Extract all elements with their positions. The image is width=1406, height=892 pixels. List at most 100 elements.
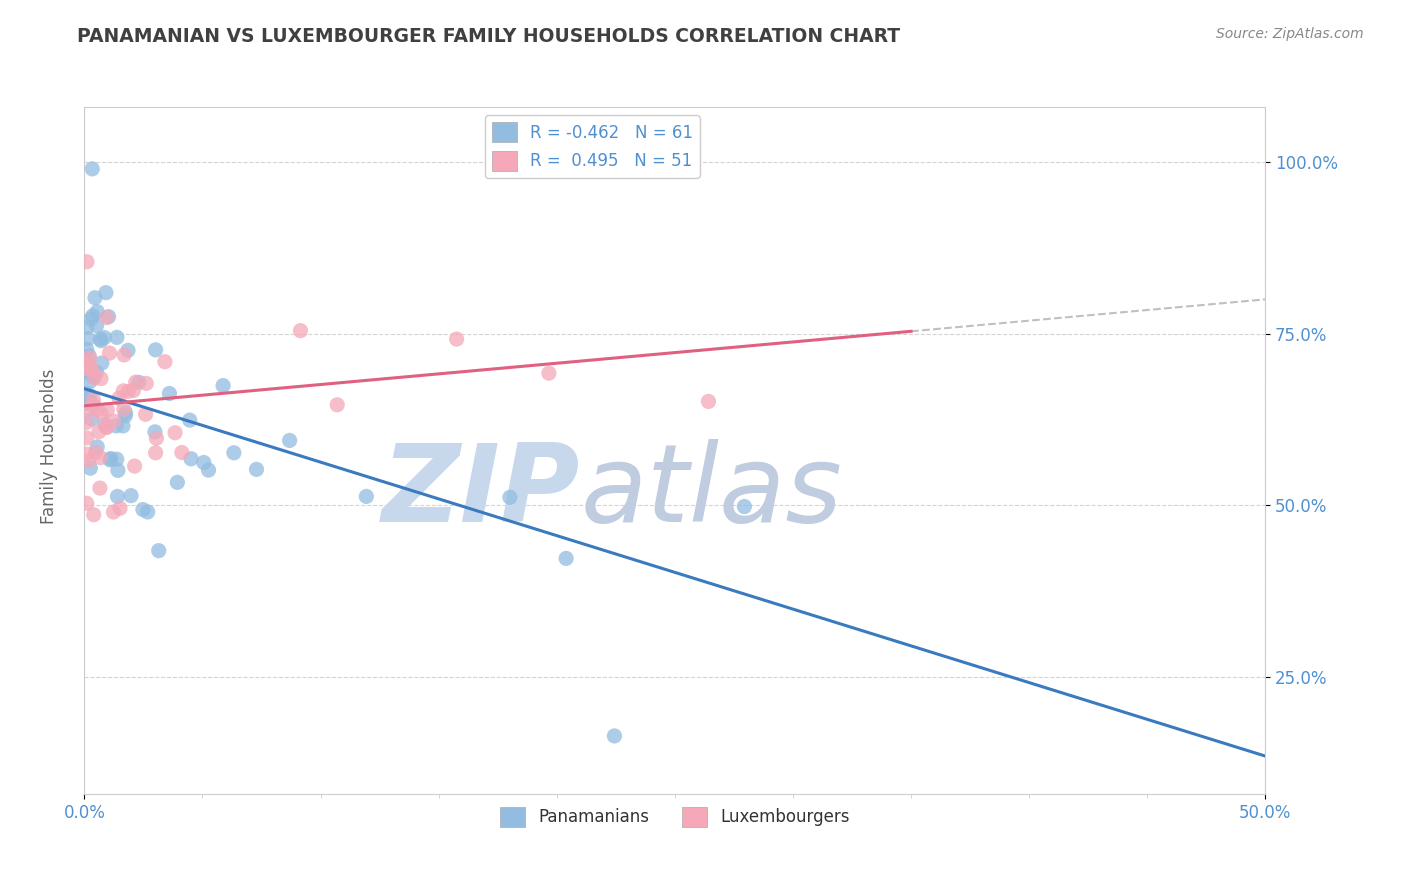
Point [135,407,157,421]
Point [89,450,111,465]
Point [76,361,98,376]
Point [112,402,135,417]
Point [76,343,98,357]
Point [212,378,235,392]
Point [76,396,98,410]
Point [103,505,125,519]
Point [278,434,301,448]
Point [83,370,105,384]
Point [105,330,128,344]
Point [76,320,98,334]
Point [82,309,104,323]
Point [165,425,187,440]
Point [83,399,105,413]
Point [108,501,131,516]
Point [77,402,100,417]
Point [82,392,104,407]
Point [499,491,522,505]
Point [105,418,128,433]
Point [82,161,104,176]
Point [90,407,112,421]
Legend: Panamanians, Luxembourgers: Panamanians, Luxembourgers [494,800,856,834]
Point [80,312,103,326]
Point [145,446,167,460]
Text: Family Households: Family Households [41,368,58,524]
Point [697,394,720,409]
Point [76,254,98,268]
Point [82,363,104,377]
Point [114,409,136,423]
Point [100,451,122,466]
Point [733,500,755,514]
Point [79,388,101,402]
Point [148,543,170,558]
Point [145,343,167,357]
Point [84,291,107,305]
Point [122,384,145,398]
Point [98,452,121,467]
Point [98,346,121,360]
Point [77,332,100,346]
Point [77,453,100,467]
Point [180,451,202,466]
Point [76,354,98,368]
Point [79,360,101,375]
Point [105,452,128,467]
Point [555,551,578,566]
Point [145,431,167,445]
Point [90,372,112,386]
Point [135,376,157,391]
Point [89,481,111,495]
Point [83,508,105,522]
Point [76,447,98,461]
Point [107,463,129,477]
Point [125,375,148,389]
Point [143,425,166,439]
Point [76,416,98,430]
Point [86,304,108,318]
Point [107,490,129,504]
Point [97,310,120,324]
Point [179,413,201,427]
Point [112,348,135,362]
Point [86,402,108,417]
Text: ZIP: ZIP [382,439,581,545]
Point [153,355,176,369]
Point [77,349,100,363]
Text: atlas: atlas [581,439,842,544]
Point [166,475,188,490]
Point [86,440,108,454]
Point [94,285,117,300]
Point [157,386,180,401]
Point [120,489,142,503]
Point [90,356,112,370]
Point [89,332,111,346]
Point [111,418,134,433]
Point [222,446,245,460]
Point [112,384,135,398]
Point [96,310,118,325]
Point [245,462,267,476]
Point [124,459,146,474]
Point [76,365,98,379]
Point [93,330,115,344]
Point [197,463,219,477]
Point [96,420,118,434]
Point [136,505,159,519]
Point [114,406,136,420]
Point [90,334,112,348]
Point [76,386,98,401]
Point [96,402,118,417]
Point [87,425,110,439]
Point [108,391,131,405]
Point [170,445,193,459]
Point [76,431,98,445]
Text: PANAMANIAN VS LUXEMBOURGER FAMILY HOUSEHOLDS CORRELATION CHART: PANAMANIAN VS LUXEMBOURGER FAMILY HOUSEH… [77,27,900,45]
Point [132,502,155,516]
Point [603,729,626,743]
Point [79,374,101,388]
Point [76,496,98,510]
Point [84,446,107,460]
Point [79,461,101,475]
Point [94,417,117,432]
